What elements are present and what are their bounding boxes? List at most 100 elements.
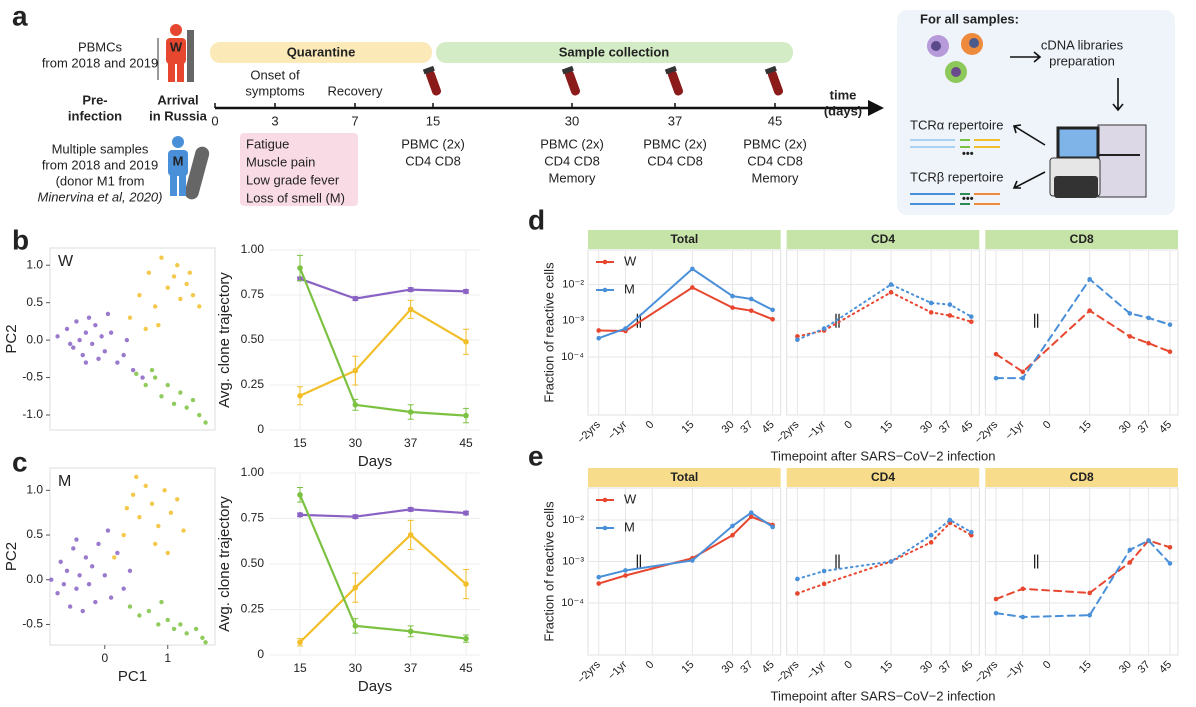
point [200, 635, 205, 641]
symptom: Muscle pain [246, 154, 315, 169]
point [623, 573, 628, 578]
point [1167, 545, 1173, 550]
y-tick-label: 1.0 [26, 257, 43, 271]
plot-frame [49, 247, 216, 431]
facet-strip [588, 468, 781, 487]
point [152, 375, 158, 380]
series-line [299, 533, 467, 644]
sample-note: PBMCs [78, 39, 123, 54]
phase-label: Sample collection [559, 44, 670, 59]
x-axis-label: Timepoint after SARS−CoV−2 infection [771, 688, 996, 703]
point [165, 382, 170, 388]
point [55, 590, 60, 596]
x-tick-label: 37 [937, 659, 954, 676]
x-tick-label: 0 [1041, 419, 1054, 432]
panel-label: d [528, 204, 545, 235]
tube [425, 70, 442, 96]
point [463, 412, 469, 419]
point [77, 573, 82, 578]
y-tick-label: -0.5 [22, 617, 43, 631]
point [1167, 561, 1173, 566]
point [928, 300, 934, 306]
sample-label: PBMC (2x) [643, 136, 707, 151]
point [463, 339, 469, 345]
point [159, 394, 164, 399]
donor-m-icon [168, 136, 210, 200]
y-axis-label: Avg. clone trajectory [216, 272, 233, 408]
x-tick-label: 30 [349, 436, 363, 450]
x-tick-label: 37 [1136, 419, 1153, 436]
facet-title: CD8 [1070, 470, 1094, 484]
tube-cap [422, 65, 435, 75]
point [407, 532, 414, 538]
point [596, 581, 602, 586]
series-line [796, 291, 973, 338]
point [1127, 547, 1133, 553]
y-tick-label: -0.5 [22, 370, 43, 384]
point [969, 314, 974, 319]
facet-frame [786, 487, 980, 656]
pre-infection: infection [68, 108, 122, 123]
tube [767, 70, 784, 96]
point [463, 510, 469, 516]
panel-label: c [12, 446, 28, 477]
y-tick-label: 0.0 [26, 572, 43, 586]
point [197, 412, 202, 418]
series-line [298, 494, 467, 640]
sample-label: PBMC (2x) [401, 136, 465, 151]
point [178, 390, 183, 395]
x-tick-label: 0 [644, 659, 657, 672]
point [152, 541, 158, 547]
sample-label: CD4 CD8 [747, 153, 803, 168]
y-tick-label: 0.5 [26, 527, 43, 541]
point [596, 328, 602, 333]
point [795, 591, 800, 596]
x-tick-label: −2yrs [972, 658, 1000, 686]
point [297, 639, 303, 646]
point [121, 586, 126, 591]
point [795, 337, 800, 343]
point [407, 628, 414, 635]
x-tick-label: −2yrs [575, 658, 603, 686]
x-tick-label: 30 [918, 419, 935, 436]
sample-label: CD4 CD8 [405, 153, 461, 168]
y-axis-label: PC2 [3, 542, 20, 571]
x-tick-label: −1yr [804, 418, 828, 442]
point [947, 313, 953, 318]
x-tick-label: 45 [459, 436, 473, 450]
point [190, 292, 196, 298]
point [1020, 586, 1026, 592]
point [89, 341, 95, 347]
point [64, 326, 70, 332]
point [86, 582, 92, 587]
x-tick-label: 45 [760, 419, 777, 436]
point [407, 286, 414, 293]
sample-label: CD4 CD8 [544, 153, 600, 168]
y-axis-label: Avg. clone trajectory [216, 496, 233, 632]
tube [667, 70, 684, 96]
point [130, 492, 136, 498]
y-axis-label: Fraction of reactive cells [541, 501, 556, 642]
point [407, 409, 414, 415]
point [352, 623, 359, 629]
point [352, 584, 359, 591]
legend-point [602, 287, 608, 293]
point [112, 555, 117, 560]
time-label: time [830, 87, 857, 102]
point [770, 307, 775, 313]
point [690, 266, 695, 272]
y-tick-label: 10⁻⁴ [561, 597, 584, 609]
donor-label: M [173, 153, 184, 168]
point [821, 568, 827, 574]
point [127, 604, 133, 609]
workflow-step: preparation [1049, 53, 1115, 68]
series-line [597, 515, 774, 585]
plot-frame [49, 467, 216, 646]
legend-label: M [624, 519, 635, 534]
x-tick-label: 37 [738, 659, 755, 676]
point [770, 524, 775, 530]
point [156, 622, 161, 627]
x-tick-label: 37 [937, 419, 954, 436]
point [80, 608, 85, 614]
point [143, 382, 148, 388]
